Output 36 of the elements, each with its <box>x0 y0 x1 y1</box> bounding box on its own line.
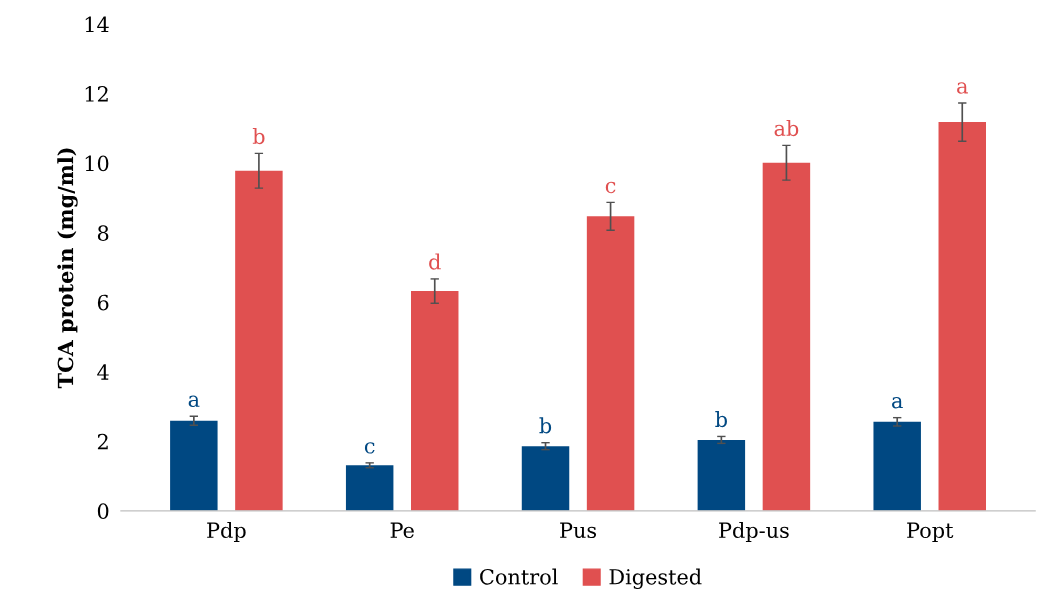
bar <box>345 465 394 511</box>
legend-label: Digested <box>609 568 702 589</box>
data-label: c <box>605 181 616 194</box>
data-label: b <box>715 411 727 428</box>
bar <box>521 446 570 511</box>
bar <box>235 170 283 511</box>
bar <box>873 421 921 511</box>
y-tick-label: 10 <box>85 155 109 172</box>
legend-label: Control <box>480 568 558 585</box>
bar <box>697 439 746 511</box>
bar <box>938 122 986 511</box>
data-label: a <box>892 397 903 409</box>
y-axis-title: TCA protein (mg/ml) <box>57 148 78 389</box>
data-label: a <box>188 395 200 408</box>
x-tick-label: Pdp <box>207 521 246 543</box>
y-tick-label: 0 <box>97 503 109 520</box>
x-tick-label: Popt <box>907 522 954 543</box>
data-label: b <box>539 417 552 434</box>
bar <box>411 291 459 511</box>
x-tick-label: Pdp-us <box>719 521 789 543</box>
y-tick-label: 8 <box>97 225 109 241</box>
y-tick-label: 14 <box>85 16 109 32</box>
x-tick-label: Pus <box>560 522 597 539</box>
data-label: ab <box>774 120 799 137</box>
data-label: c <box>364 442 375 454</box>
y-tick-label: 6 <box>97 294 109 311</box>
y-tick-label: 2 <box>97 433 108 450</box>
data-label: d <box>429 253 441 270</box>
bar <box>586 216 635 511</box>
data-label: a <box>957 82 968 94</box>
bar <box>170 420 218 511</box>
data-label: b <box>252 128 265 145</box>
x-tick-label: Pe <box>390 522 414 539</box>
y-tick-label: 4 <box>97 364 109 380</box>
bar <box>762 162 811 511</box>
y-tick-label: 12 <box>85 86 108 102</box>
